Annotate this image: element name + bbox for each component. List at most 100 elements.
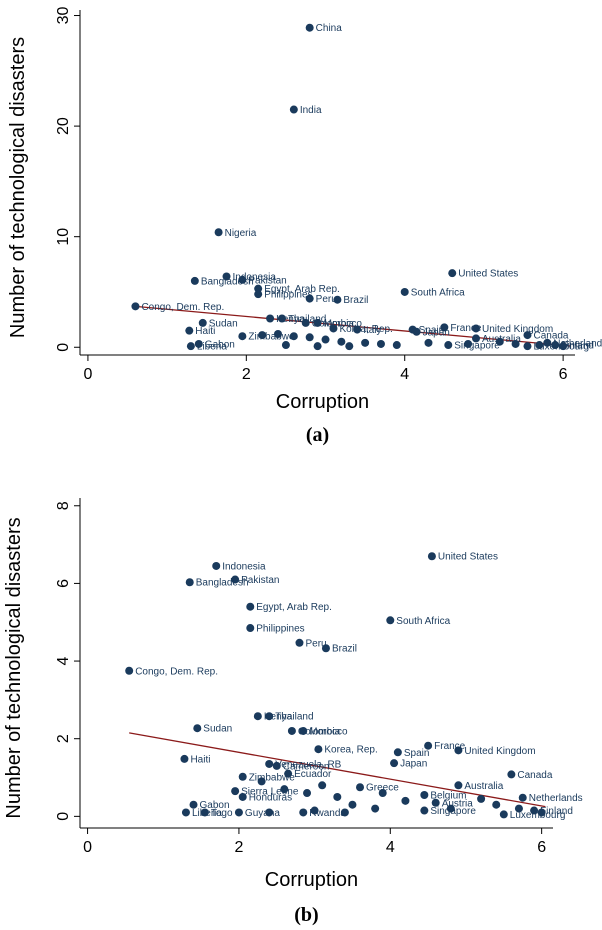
data-point [185, 578, 194, 587]
data-point [551, 341, 560, 350]
x-tick-label: 2 [234, 839, 243, 856]
data-point [454, 746, 463, 755]
data-point [518, 793, 527, 802]
data-point [348, 800, 357, 809]
point-label: Belgium [430, 791, 466, 802]
point-label: Bangladesh [196, 578, 249, 589]
data-point [495, 337, 504, 346]
point-label: India [300, 105, 322, 116]
point-label: Finland [540, 806, 573, 817]
point-label: Brazil [332, 644, 357, 655]
data-point [305, 333, 314, 342]
data-point [535, 341, 544, 350]
data-point [200, 808, 209, 817]
point-label: Sudan [203, 724, 232, 735]
data-point [424, 338, 433, 347]
y-tick-label: 6 [55, 579, 72, 588]
point-label: Bangladesh [201, 276, 254, 287]
data-point [448, 269, 457, 278]
data-point [281, 341, 290, 350]
point-label: Greece [366, 783, 399, 794]
y-tick-label: 8 [55, 501, 72, 510]
panel-label: (b) [294, 904, 318, 926]
data-point [530, 806, 539, 815]
data-point [277, 314, 286, 323]
x-tick-label: 0 [83, 366, 92, 383]
x-tick-label: 6 [559, 366, 568, 383]
point-label: Egypt, Arab Rep. [264, 284, 340, 295]
data-point [511, 339, 520, 348]
point-label: Nigeria [225, 228, 257, 239]
data-point [321, 335, 330, 344]
data-point [194, 339, 203, 348]
data-point [537, 808, 546, 817]
data-point [412, 327, 421, 336]
data-point [231, 575, 240, 584]
scatter-panel-a: 0 2 4 6 0 10 20 30 Corruption Number of technolog… [7, 7, 602, 446]
data-point [329, 324, 338, 333]
data-point [180, 754, 189, 763]
point-label: Luxembourg [510, 810, 566, 821]
data-point [272, 761, 281, 770]
data-point [559, 342, 568, 351]
data-point [265, 808, 274, 817]
point-label: Finland [561, 341, 594, 352]
data-point [289, 105, 298, 114]
data-point [198, 318, 207, 327]
data-point [313, 342, 322, 351]
x-tick-label: 0 [83, 839, 92, 856]
y-tick-label: 20 [55, 117, 72, 135]
panel-label: (a) [306, 424, 329, 446]
data-point [321, 644, 330, 653]
point-label: United States [458, 269, 518, 280]
y-tick-label: 0 [55, 343, 72, 352]
data-point [234, 808, 243, 817]
point-label: Austria [442, 798, 474, 809]
data-point [212, 561, 221, 570]
point-label: United States [438, 552, 498, 563]
y-tick-label: 10 [55, 228, 72, 246]
x-tick-label: 2 [242, 366, 251, 383]
data-point [313, 318, 322, 327]
point-label: South Africa [411, 287, 465, 298]
point-label: Gabon [200, 800, 230, 811]
data-point [222, 272, 231, 281]
data-point [189, 800, 198, 809]
data-point [314, 745, 323, 754]
data-point [253, 712, 262, 721]
data-point [131, 302, 140, 311]
point-label: Spain [419, 325, 445, 336]
data-point [287, 726, 296, 735]
data-point [125, 666, 134, 675]
point-label: China [316, 23, 343, 34]
x-axis-title: Corruption [276, 391, 369, 413]
point-label: Sudan [209, 318, 238, 329]
point-label: Gabon [205, 339, 235, 350]
data-point [431, 798, 440, 807]
point-label: Korea, Rep. [339, 324, 392, 335]
point-label: Rwanda [309, 808, 346, 819]
data-point [254, 290, 263, 299]
data-point [258, 331, 267, 340]
data-point [254, 284, 263, 293]
data-point [440, 323, 449, 332]
point-label: Haiti [195, 326, 215, 337]
point-label: Pakistan [241, 575, 279, 586]
point-label: Colombia [298, 726, 341, 737]
x-axis-title: Corruption [265, 869, 358, 891]
data-point [371, 804, 380, 813]
scatter-panel-b: 0 2 4 6 0 2 4 6 8 Corruption Number of technologic… [3, 498, 583, 926]
data-point [280, 785, 289, 794]
data-point [514, 804, 523, 813]
point-label: Pakistan [248, 275, 286, 286]
point-label: Japan [423, 327, 450, 338]
data-point [295, 638, 304, 647]
point-label: Peru [305, 638, 326, 649]
data-point [393, 748, 402, 757]
data-point [492, 800, 501, 809]
point-label: Zimbabwe [249, 772, 296, 783]
data-point [523, 331, 532, 340]
data-point [378, 789, 387, 798]
data-point [424, 741, 433, 750]
data-point [337, 337, 346, 346]
